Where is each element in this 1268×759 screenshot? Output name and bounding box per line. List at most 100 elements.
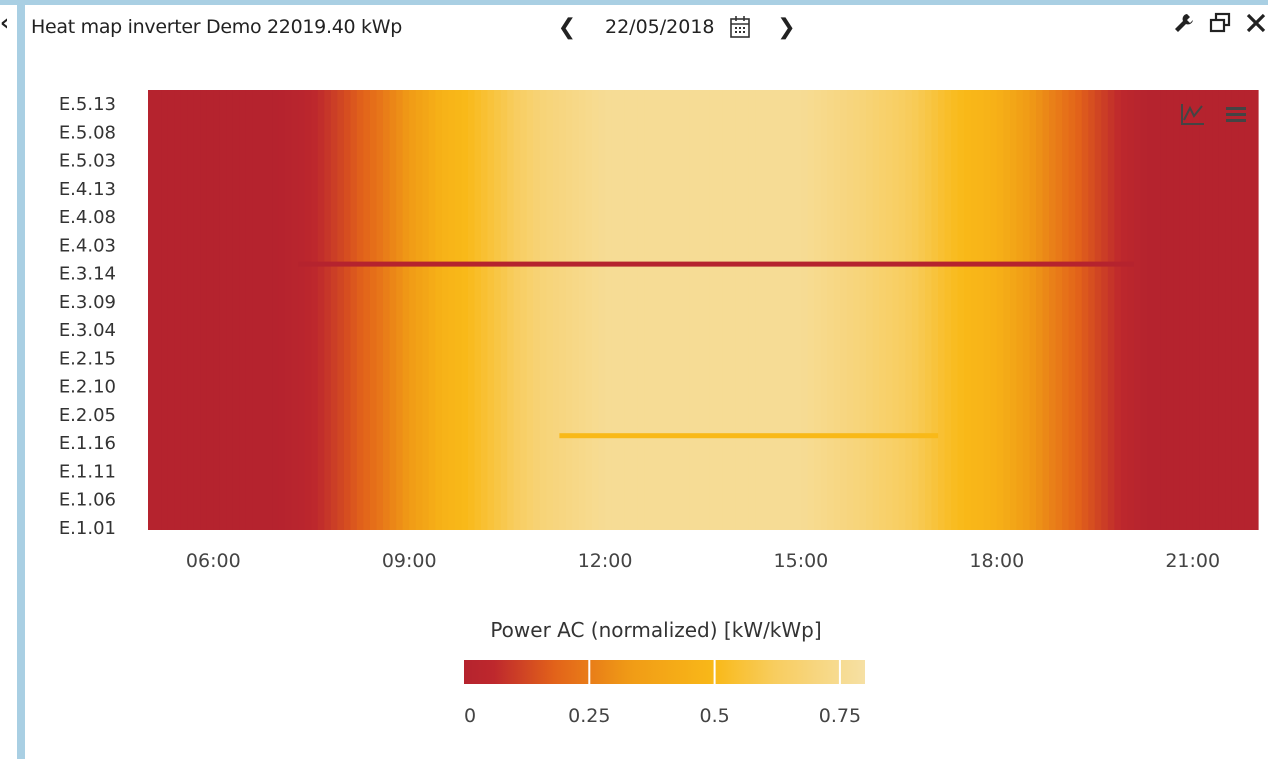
heatmap-cell-column	[148, 90, 156, 530]
heatmap-cell-column	[1244, 90, 1253, 530]
heatmap-cell-column	[807, 90, 815, 530]
legend-ticks: 0 0.25 0.5 0.75	[464, 660, 861, 727]
line-chart-icon[interactable]	[1180, 102, 1206, 126]
heatmap-cell-column	[1120, 90, 1129, 530]
heatmap-cell-column	[1081, 90, 1089, 530]
x-axis-tick-label: 15:00	[774, 550, 829, 572]
heatmap-cell-column	[1251, 90, 1259, 530]
heatmap-cell-column	[1225, 90, 1233, 530]
heatmap-cell-column	[631, 90, 639, 530]
heatmap-cell-column	[350, 90, 358, 530]
heatmap-cell-column	[1179, 90, 1187, 530]
heatmap-cell-column	[748, 90, 756, 530]
heatmap-cell-column	[539, 90, 547, 530]
window-left-border	[17, 0, 25, 759]
heatmap-cell-column	[1094, 90, 1102, 530]
heatmap-cell-column	[428, 90, 436, 530]
y-axis-label: E.3.09	[59, 292, 116, 313]
widget-title: Heat map inverter Demo 22019.40 kWp	[31, 16, 402, 38]
heatmap-cell-column	[409, 90, 417, 530]
heatmap-cell-column	[481, 90, 489, 530]
heatmap-cell-column	[226, 90, 234, 530]
heatmap-cell-column	[846, 90, 854, 530]
heatmap-cell-column	[1153, 90, 1161, 530]
color-legend: Power AC (normalized) [kW/kWp] 0 0.25 0.5 0…	[464, 618, 865, 727]
x-axis-tick-label: 12:00	[578, 550, 633, 572]
heatmap-cell-column	[1042, 90, 1050, 530]
calendar-icon[interactable]	[729, 15, 751, 39]
heatmap-cell-column	[879, 90, 887, 530]
heatmap-cell-column	[892, 90, 900, 530]
heatmap-cell-column	[389, 90, 397, 530]
close-icon[interactable]	[1244, 11, 1268, 35]
heatmap-cell-column	[1036, 90, 1044, 530]
heatmap-cell-column	[213, 90, 221, 530]
heatmap-cell-column	[1218, 90, 1226, 530]
heatmap-cell-column	[193, 90, 201, 530]
legend-title: Power AC (normalized) [kW/kWp]	[490, 618, 821, 642]
heatmap-cell-column	[996, 90, 1004, 530]
heatmap-cell-column	[448, 90, 456, 530]
heatmap-cell-column	[1238, 90, 1246, 530]
heatmap-cell-column	[1009, 90, 1018, 530]
legend-tick-label: 0.25	[568, 705, 610, 727]
heatmap-cell-column	[167, 90, 175, 530]
heatmap-cell-column	[565, 90, 574, 530]
heatmap-cell-column	[245, 90, 254, 530]
widget-header: Heat map inverter Demo 22019.40 kWp ❮ 22…	[25, 5, 1268, 49]
heatmap-cell-column	[650, 90, 658, 530]
heatmap-cell-column	[513, 90, 521, 530]
heatmap-cell-column	[474, 90, 482, 530]
heatmap-cell-column	[239, 90, 247, 530]
heatmap-cell-column	[827, 90, 835, 530]
heatmap-cell-column	[624, 90, 632, 530]
heatmap-cell-column	[1016, 90, 1024, 530]
x-axis-tick-label: 06:00	[186, 550, 241, 572]
heatmap-cell-column	[494, 90, 502, 530]
legend-tick-label: 0.5	[699, 705, 729, 727]
heatmap-cell-column	[605, 90, 613, 530]
heatmap-cell-column	[800, 90, 809, 530]
heatmap-cell-column	[578, 90, 587, 530]
heatmap-cell-column	[507, 90, 515, 530]
heatmap-cell-column	[676, 90, 685, 530]
heatmap-cell-column	[278, 90, 286, 530]
y-axis-label: E.5.03	[59, 151, 116, 172]
wrench-icon[interactable]	[1172, 11, 1196, 35]
collapse-chevron-icon[interactable]: ‹	[0, 11, 10, 36]
heatmap-cell-column	[977, 90, 985, 530]
hamburger-menu-icon[interactable]	[1224, 104, 1248, 124]
chevron-right-icon[interactable]: ❯	[777, 14, 796, 40]
heatmap-cell-column	[572, 90, 580, 530]
heatmap-cell-column	[1003, 90, 1011, 530]
heatmap-cell-column	[670, 90, 678, 530]
heatmap-cell-column	[376, 90, 384, 530]
chevron-left-icon[interactable]: ❮	[557, 14, 577, 40]
heatmap-cell-column	[866, 90, 874, 530]
heatmap-cell-column	[1231, 90, 1240, 530]
heatmap-cell-column	[611, 90, 619, 530]
heatmap-cell-column	[729, 90, 737, 530]
restore-window-icon[interactable]	[1208, 11, 1232, 35]
date-display[interactable]: 22/05/2018	[605, 16, 715, 38]
heatmap-cell-column	[232, 90, 241, 530]
y-axis-label: E.1.06	[59, 490, 116, 511]
heatmap-cell-column	[696, 90, 704, 530]
heatmap-cell-column	[441, 90, 449, 530]
heatmap-cell-column	[161, 90, 169, 530]
y-axis-label: E.4.03	[59, 235, 116, 256]
heatmap-cell-column	[1173, 90, 1181, 530]
heatmap-cell-column	[298, 90, 306, 530]
heatmap-cell-column	[461, 90, 469, 530]
heatmap-cell-column	[1205, 90, 1213, 530]
heatmap-cell-column	[925, 90, 933, 530]
heatmap-cell-column	[526, 90, 534, 530]
heatmap-cell-column	[272, 90, 280, 530]
heatmap-cell-column	[820, 90, 828, 530]
heatmap-cell-column	[415, 90, 423, 530]
heatmap-cell-column	[174, 90, 182, 530]
heatmap-cell-column	[742, 90, 750, 530]
y-axis-label: E.1.01	[59, 518, 116, 539]
heatmap-cell-column	[957, 90, 965, 530]
